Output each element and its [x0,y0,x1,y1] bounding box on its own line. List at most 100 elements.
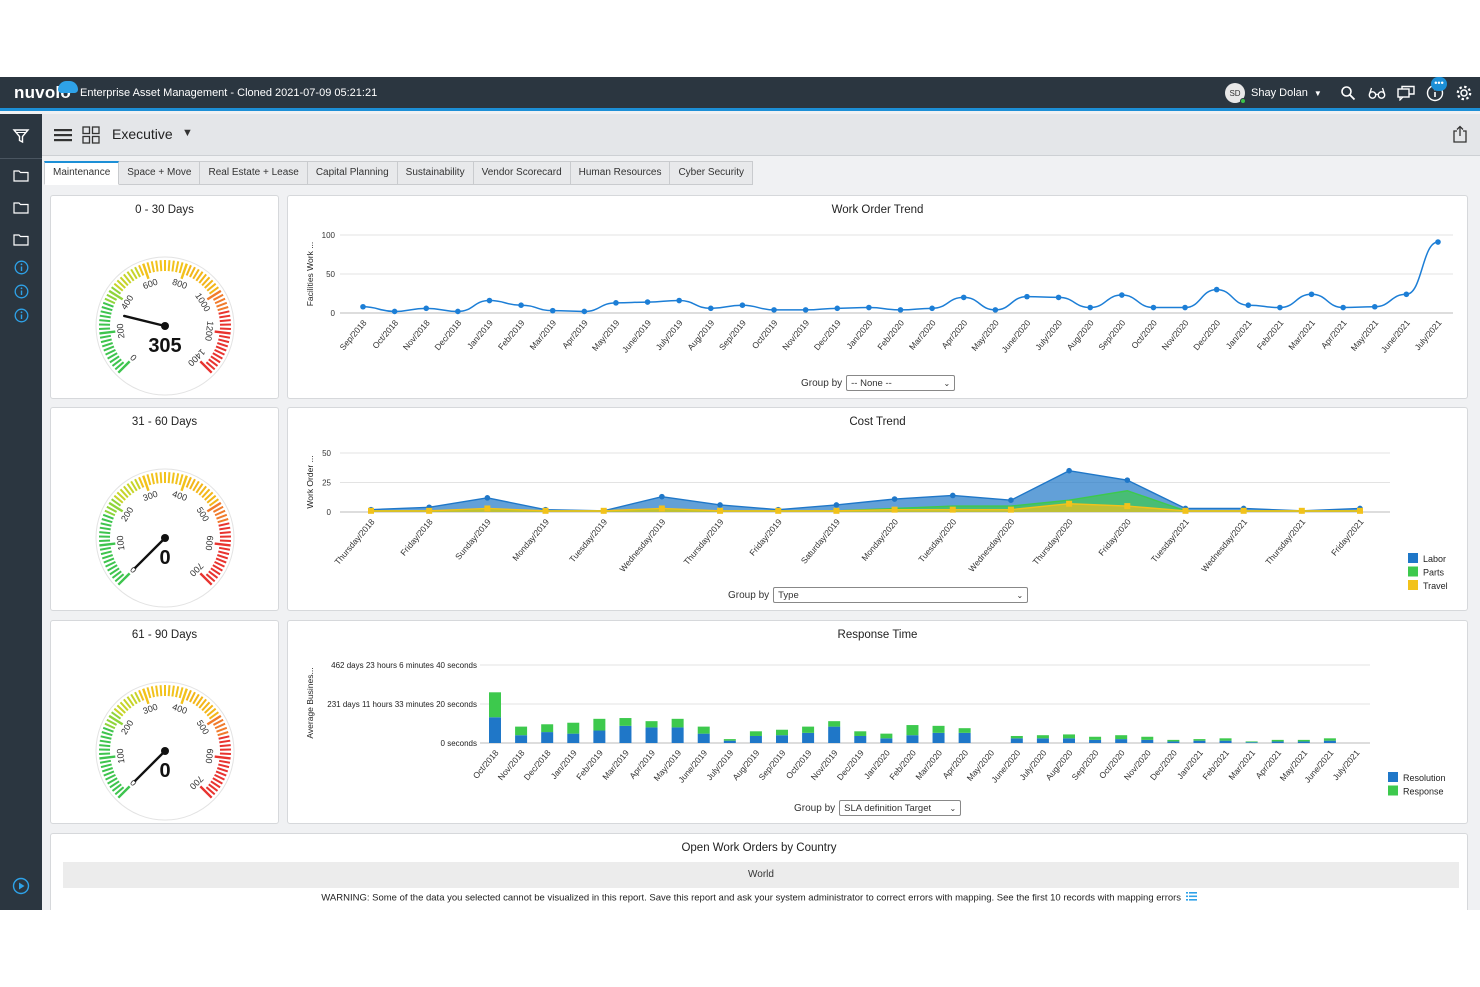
tab-space-move[interactable]: Space + Move [119,161,201,185]
data-point [1240,507,1247,514]
x-tick-label: Friday/2020 [1096,517,1133,558]
gauge-tick [218,550,230,556]
x-tick-label: Nov/2019 [780,318,811,353]
x-tick-label: June/2021 [1379,318,1412,355]
chart-title: Open Work Orders by Country [681,842,837,854]
x-tick-label: Oct/2019 [750,318,780,351]
tab-sustainability[interactable]: Sustainability [397,161,474,185]
folder-icon[interactable] [0,223,42,255]
chevron-down-icon[interactable]: ▼ [1313,88,1322,98]
bar-segment [541,724,554,733]
tab-real-estate-lease[interactable]: Real Estate + Lease [200,161,308,185]
bar-segment [1115,739,1128,743]
info-icon[interactable] [0,255,42,279]
hamburger-menu-icon[interactable] [54,128,72,147]
x-tick-label: Tuesday/2020 [916,517,958,565]
gear-icon[interactable] [1454,83,1474,103]
bar-segment [1167,741,1180,743]
gauge-tick [218,522,230,527]
gauge-tick [206,282,217,292]
grid-icon[interactable] [82,126,100,149]
gauge-tick [218,338,230,344]
gauge-tick [189,266,196,278]
avatar[interactable]: SD [1225,83,1246,104]
gauge-tick [109,355,120,364]
bar-segment [1323,740,1336,743]
dashboard-title[interactable]: Executive [112,126,173,142]
data-point [1298,507,1305,514]
info-icon[interactable] [0,279,42,303]
x-tick-label: Dec/2018 [522,748,553,783]
data-point [960,294,967,301]
bar-segment [749,735,762,743]
bar-segment [645,721,658,728]
legend-label: Labor [1423,554,1446,564]
left-sidebar [0,114,42,910]
x-tick-label: Thursday/2020 [1031,517,1075,567]
data-point [1182,507,1189,514]
gauge-tick [100,310,112,315]
gauge-tick [113,494,124,504]
bar-segment [567,733,580,743]
gauge-tick [101,306,113,312]
notification-badge[interactable]: ••• [1431,77,1447,91]
gauge-tick-label: 400 [171,702,188,716]
info-icon[interactable] [0,303,42,327]
gauge-tick [215,345,227,352]
bar-segment [1323,738,1336,741]
bar-segment [1063,734,1075,739]
dashboard-tabs: Maintenance Space + Move Real Estate + Lea… [44,161,754,185]
play-icon[interactable] [0,870,42,902]
gauge-tick [175,473,180,485]
list-icon[interactable] [1185,892,1197,904]
group-by-select[interactable]: -- None -- ⌄ [846,375,956,391]
share-icon[interactable] [1452,125,1468,148]
folder-icon[interactable] [0,159,42,191]
data-point [949,492,956,499]
filter-icon[interactable] [0,114,42,159]
folder-icon[interactable] [0,191,42,223]
bar-segment [1297,739,1310,742]
help-icon[interactable]: ••• [1425,77,1447,103]
gauge-tick [105,773,116,781]
nuvolo-logo[interactable]: nuvolo [14,81,78,103]
gauge-tick [99,526,111,531]
tab-human-resources[interactable]: Human Resources [570,161,671,185]
search-icon[interactable] [1338,83,1358,103]
x-tick-label: Mar/2021 [1286,318,1317,352]
bar-segment [802,732,815,743]
dashboard-dropdown-icon[interactable]: ▼ [182,127,193,139]
data-point [897,307,904,313]
data-point [1007,506,1014,513]
gauge-title: 61 - 90 Days [131,629,198,641]
data-point [717,502,723,508]
gauge-tick [126,696,135,707]
data-point [484,495,491,501]
gauge-panel-31-60: 31 - 60 Days 0 100 200 300 400 500 600 700 0 [50,407,279,611]
glasses-icon[interactable] [1367,83,1387,103]
tab-maintenance[interactable]: Maintenance [44,161,120,185]
gauge-tick [180,688,188,705]
data-point [1277,304,1283,311]
y-tick-label: 0 [327,508,332,517]
gauge-tick [108,714,124,726]
data-point [707,305,714,312]
bar-segment [1115,735,1128,740]
data-point [542,507,549,514]
gauge-tick [138,264,145,276]
gauge-tick [171,685,175,697]
gauge-tick [126,483,135,494]
legend-swatch [1388,785,1398,796]
user-menu[interactable]: SD Shay Dolan ▼ [1225,83,1322,104]
group-by-select[interactable]: SLA definition Target ⌄ [839,800,962,816]
tab-cyber-security[interactable]: Cyber Security [670,161,754,185]
gauge-tick [155,472,159,484]
group-by-select[interactable]: Type ⌄ [773,587,1029,603]
x-tick-label: Dec/2018 [432,318,463,353]
tab-capital-planning[interactable]: Capital Planning [307,161,398,185]
chat-icon[interactable] [1396,83,1416,103]
data-point [834,305,841,312]
tab-vendor-scorecard[interactable]: Vendor Scorecard [473,161,571,185]
gauge-tick [119,276,129,287]
gauge-tick [208,570,219,579]
